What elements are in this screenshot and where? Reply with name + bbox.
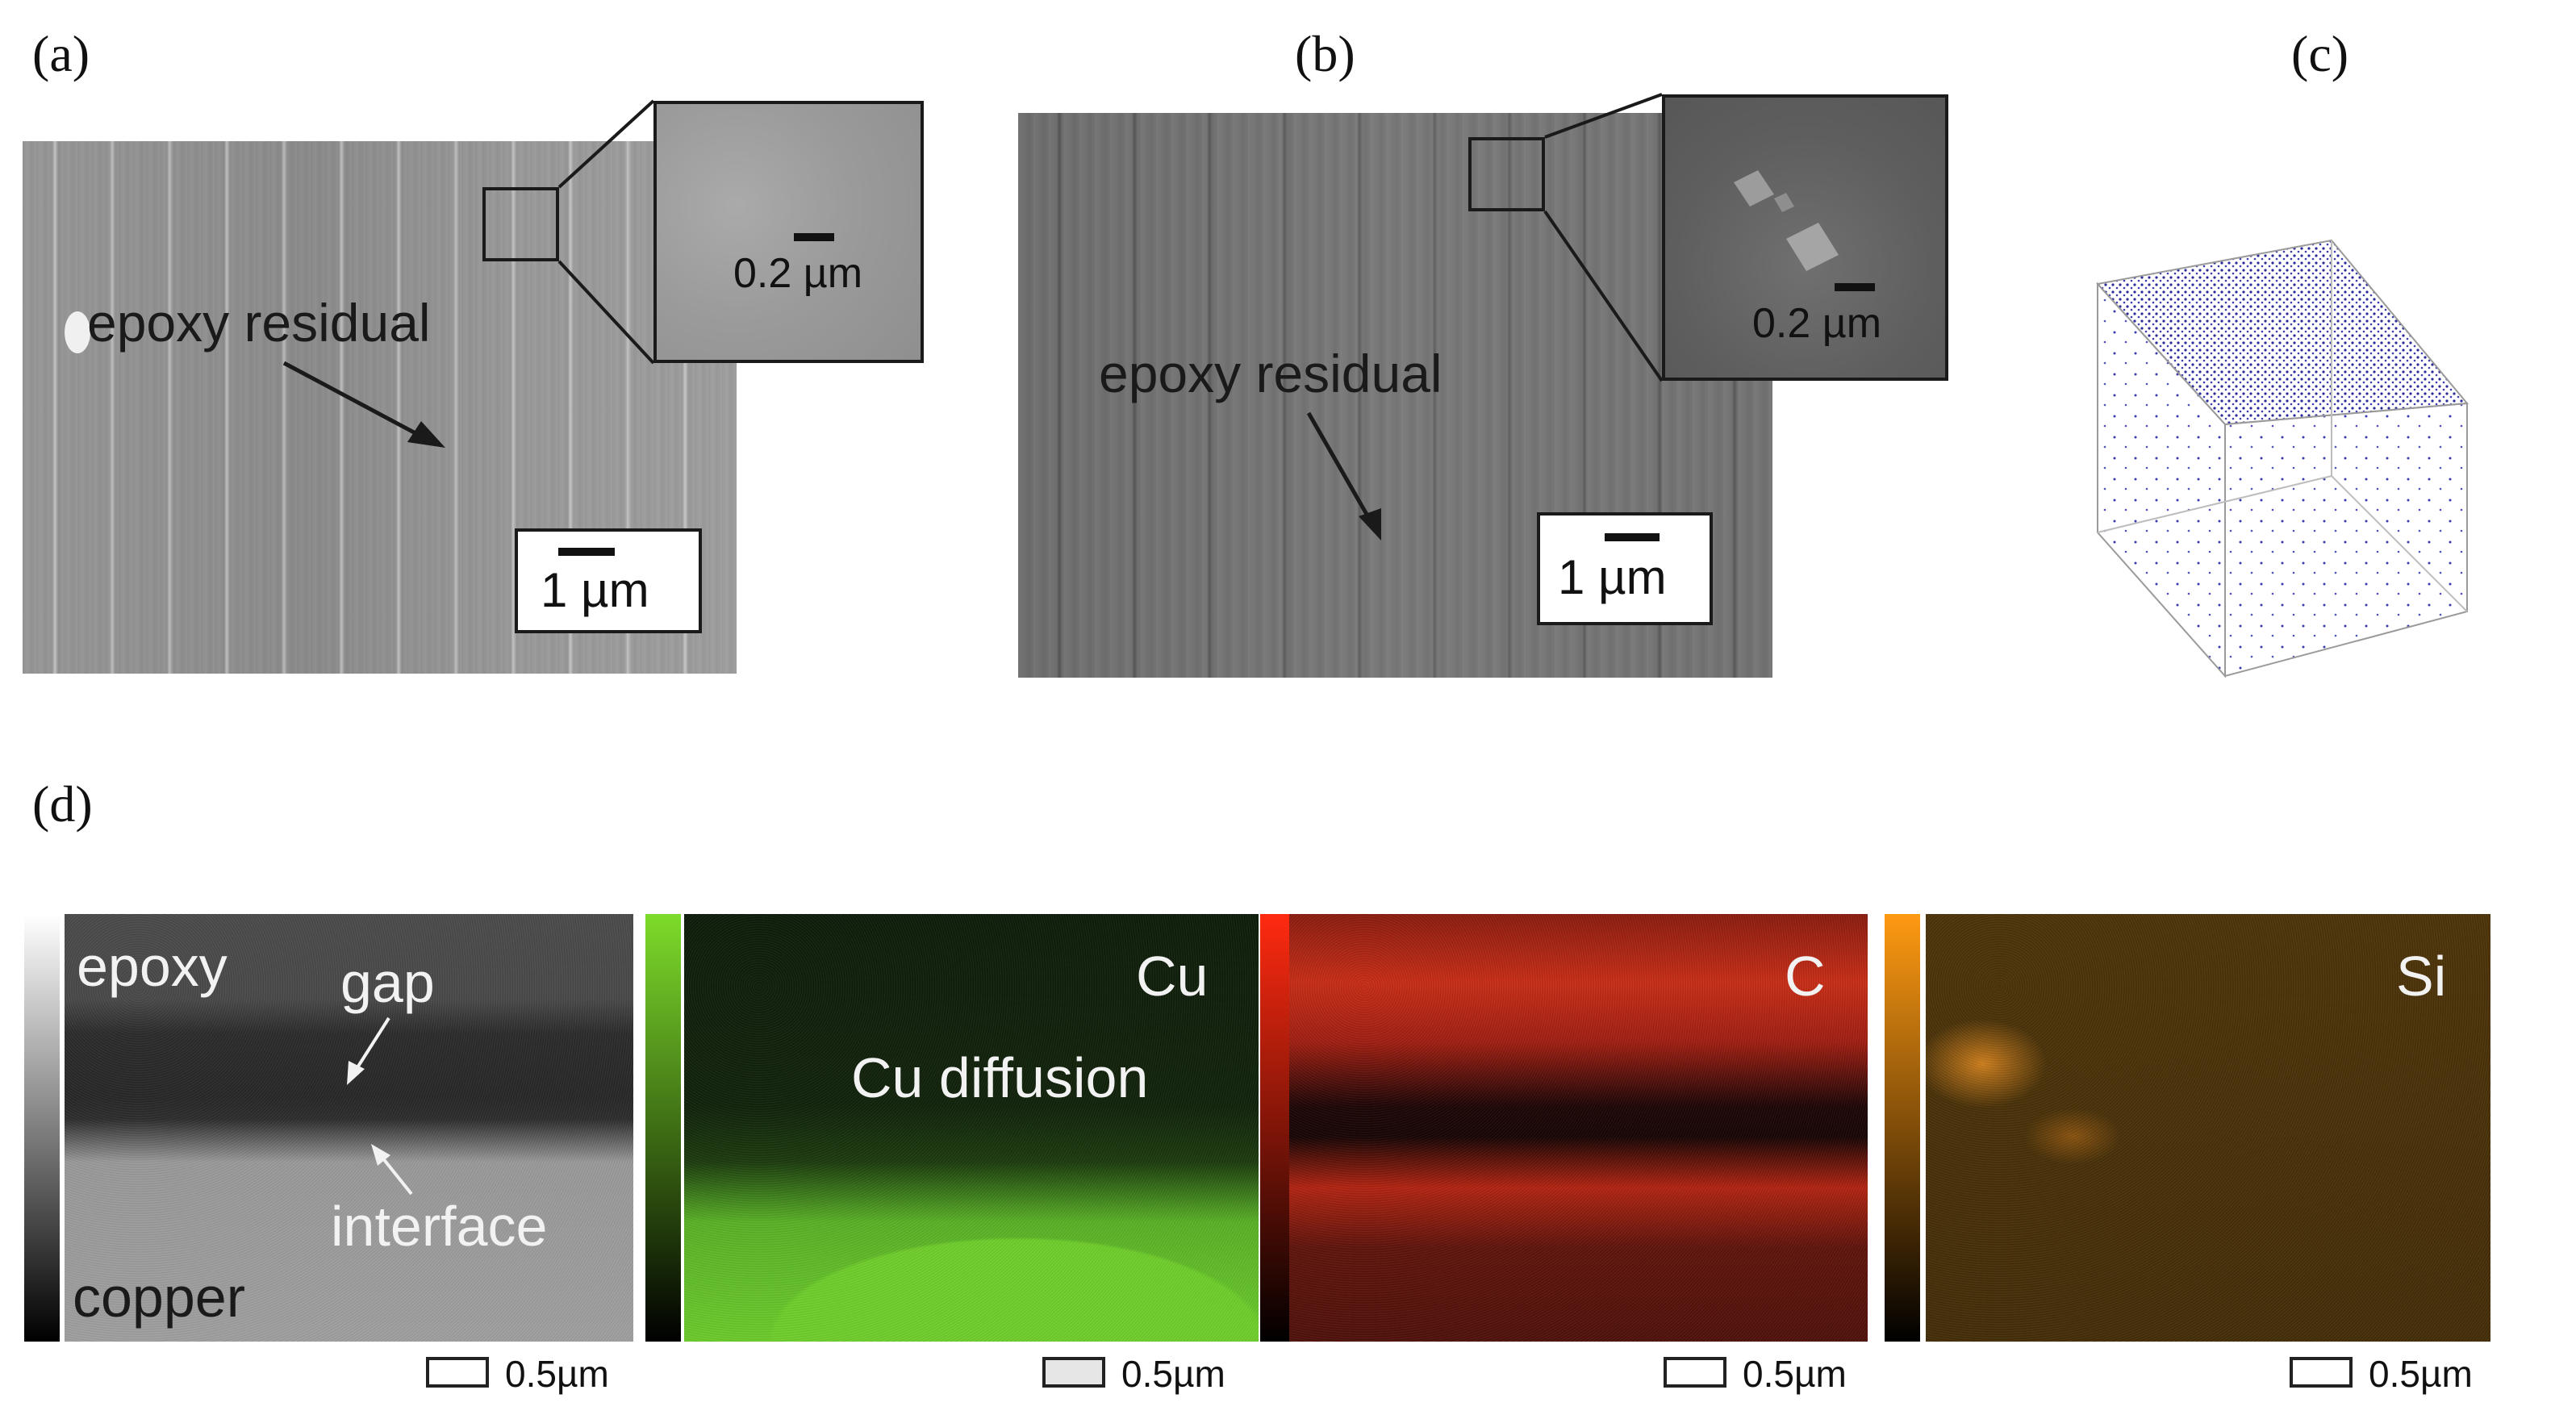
label-interface: interface <box>331 1195 548 1258</box>
annotation-cu-diffusion: Cu diffusion <box>851 1046 1149 1109</box>
scale-label-se: 0.5µm <box>505 1353 609 1395</box>
colorbar-si <box>1885 914 1920 1342</box>
scale-label-c: 0.5µm <box>1743 1353 1847 1395</box>
inset-zoom-b: 0.2 µm <box>1662 94 1948 381</box>
zoom-region-a <box>482 187 559 261</box>
panel-label-c: (c) <box>2291 25 2349 82</box>
map-secondary-electron <box>65 914 633 1342</box>
map-cu <box>684 914 1259 1342</box>
panel-label-a: (a) <box>32 25 90 82</box>
crystal-shapes-b <box>1734 170 1839 271</box>
label-epoxy: epoxy <box>77 935 228 998</box>
zoom-region-b <box>1468 137 1545 211</box>
element-label-cu: Cu <box>1136 945 1209 1008</box>
label-copper: copper <box>73 1266 246 1329</box>
element-label-c: C <box>1785 945 1826 1008</box>
colorbar-cu <box>645 914 681 1342</box>
colorbar-se <box>24 914 60 1342</box>
map-si <box>1926 914 2490 1342</box>
scale-bar-box-a: 1 µm <box>515 528 702 633</box>
scale-label-cu: 0.5µm <box>1121 1353 1225 1395</box>
element-label-si: Si <box>2396 945 2447 1008</box>
annotation-epoxy-residual-b: epoxy residual <box>1099 344 1442 403</box>
scale-bar-box-b: 1 µm <box>1537 512 1713 625</box>
panel-label-b: (b) <box>1295 25 1355 82</box>
scale-label-b: 1 µm <box>1558 550 1667 604</box>
inset-zoom-a: 0.2 µm <box>653 101 924 363</box>
label-gap: gap <box>340 951 435 1014</box>
inset-scale-label-b: 0.2 µm <box>1752 300 1882 347</box>
panel-label-d: (d) <box>32 775 93 833</box>
atom-probe-cube <box>2096 239 2469 678</box>
scale-label-a: 1 µm <box>541 563 649 617</box>
map-c <box>1289 914 1868 1342</box>
scale-label-si: 0.5µm <box>2369 1353 2473 1395</box>
inset-scale-label-a: 0.2 µm <box>733 250 863 297</box>
annotation-epoxy-residual-a: epoxy residual <box>87 293 431 353</box>
